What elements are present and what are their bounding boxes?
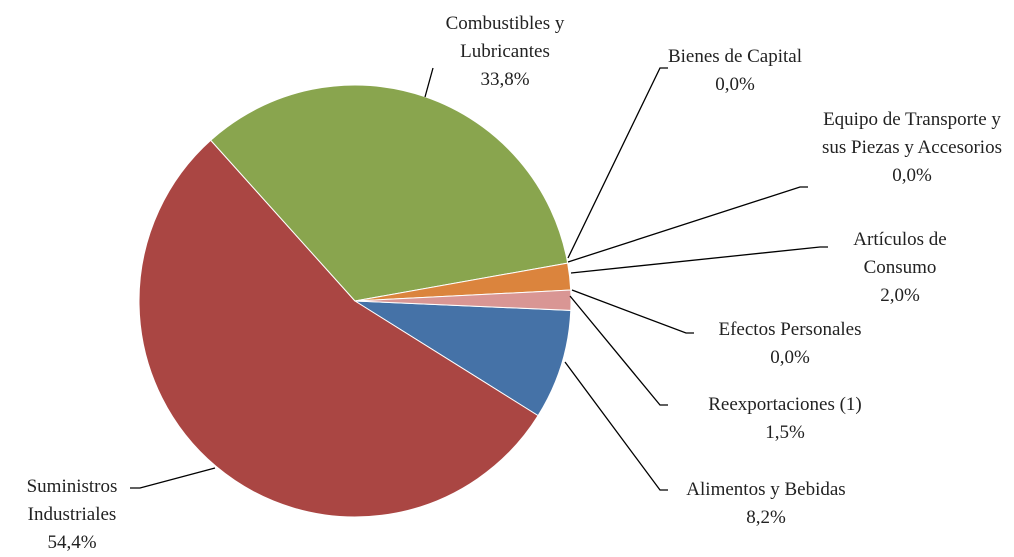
slice-label: Reexportaciones (1) 1,5% — [665, 391, 905, 447]
label-value: 54,4% — [47, 532, 97, 553]
label-name: Efectos Personales — [718, 319, 862, 340]
label-name: Artículos de Consumo — [853, 229, 947, 278]
leader-line — [571, 289, 694, 334]
slice-label: Efectos Personales 0,0% — [680, 316, 900, 372]
label-name: Reexportaciones (1) — [708, 394, 862, 415]
label-value: 0,0% — [892, 165, 932, 186]
label-value: 33,8% — [480, 69, 530, 90]
slice-label: Combustibles y Lubricantes 33,8% — [420, 10, 590, 94]
label-value: 8,2% — [746, 507, 786, 528]
label-value: 1,5% — [765, 422, 805, 443]
slice-label: Equipo de Transporte y sus Piezas y Acce… — [814, 106, 1010, 190]
leader-line — [567, 67, 668, 259]
slice-label: Bienes de Capital 0,0% — [635, 43, 835, 99]
label-value: 2,0% — [880, 285, 920, 306]
label-name: Alimentos y Bebidas — [686, 479, 846, 500]
leader-line — [130, 467, 216, 489]
pie-slice — [354, 289, 572, 311]
leader-line — [567, 186, 808, 263]
slice-label: Alimentos y Bebidas 8,2% — [636, 476, 896, 532]
slice-label: Artículos de Consumo 2,0% — [825, 226, 975, 310]
leader-line — [564, 361, 668, 491]
label-value: 0,0% — [770, 347, 810, 368]
pie-slice — [138, 139, 539, 518]
leader-line — [569, 295, 668, 406]
label-name: Combustibles y Lubricantes — [445, 13, 565, 62]
slices — [138, 84, 572, 518]
leader-line — [424, 67, 434, 98]
label-value: 0,0% — [715, 74, 755, 95]
leader-line — [570, 246, 828, 274]
label-name: Suministros Industriales — [26, 476, 118, 525]
leaders — [130, 67, 828, 491]
label-name: Equipo de Transporte y sus Piezas y Acce… — [822, 109, 1002, 158]
slice-label: Suministros Industriales 54,4% — [7, 473, 137, 557]
label-name: Bienes de Capital — [667, 46, 803, 67]
pie-slice — [353, 300, 572, 417]
